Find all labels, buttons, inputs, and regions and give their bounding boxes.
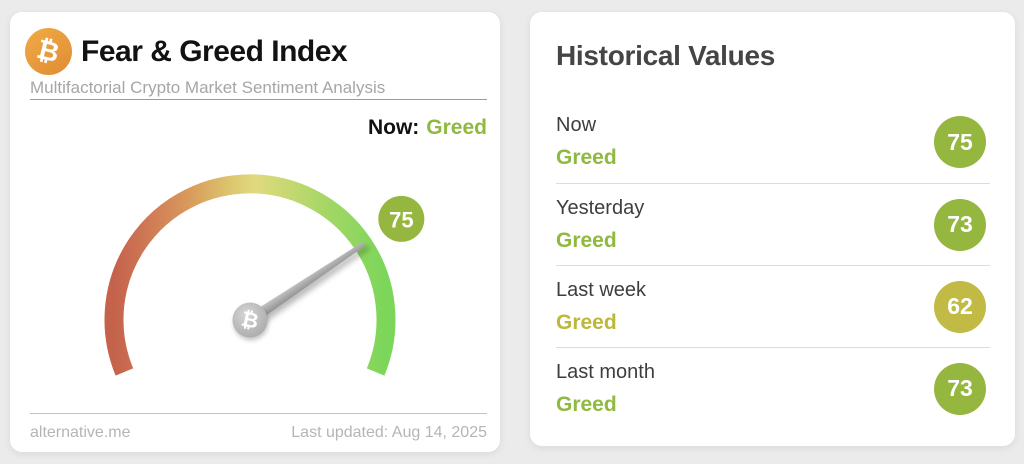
current-sentiment-line: Now: Greed [368, 116, 487, 140]
bitcoin-icon: ₿ [25, 28, 72, 75]
row-value-badge: 73 [934, 362, 986, 415]
gauge-hub [232, 302, 268, 338]
historical-rows: Now Greed 75 Yesterday Greed 73 Last wee… [556, 101, 990, 429]
fear-greed-gauge: ₿ 75 [104, 174, 425, 376]
bitcoin-glyph: ₿ [34, 33, 63, 70]
gauge-hub-bitcoin-icon: ₿ [239, 306, 261, 333]
card-header: ₿ Fear & Greed Index [25, 28, 348, 75]
table-row-yesterday: Yesterday Greed 73 [556, 183, 990, 265]
row-period-label: Last month [556, 360, 655, 383]
page-title: Fear & Greed Index [81, 34, 348, 68]
row-sentiment-label: Greed [556, 310, 617, 334]
now-sentiment-value: Greed [426, 116, 487, 139]
footer-divider [30, 413, 487, 414]
gauge-needle [246, 242, 366, 325]
historical-values-card: Historical Values Now Greed 75 Yesterday… [530, 12, 1015, 446]
row-period-label: Now [556, 114, 597, 136]
table-row-last-week: Last week Greed 62 [556, 265, 990, 347]
last-updated-text: Last updated: Aug 14, 2025 [291, 424, 487, 441]
row-period-label: Last week [556, 278, 647, 301]
table-row-last-month: Last month Greed 73 [556, 347, 990, 429]
alternative-me-link[interactable]: alternative.me [30, 424, 131, 441]
gauge-value-label: 75 [389, 207, 413, 232]
row-value-badge: 62 [934, 280, 986, 333]
row-sentiment-label: Greed [556, 146, 617, 169]
row-period-label: Yesterday [556, 196, 645, 219]
gauge-arc [104, 174, 396, 376]
row-value-badge: 73 [934, 198, 986, 251]
subtitle: Multifactorial Crypto Market Sentiment A… [30, 78, 386, 97]
now-label: Now: [367, 116, 420, 139]
row-sentiment-label: Greed [556, 392, 617, 416]
historical-values-title: Historical Values [556, 40, 776, 71]
gauge-value-badge: 75 [378, 195, 425, 242]
fear-greed-card: ₿ Fear & Greed Index Multifactorial Cryp… [10, 12, 500, 452]
header-divider [30, 99, 487, 100]
row-value-badge: 75 [934, 116, 986, 168]
row-sentiment-label: Greed [556, 228, 617, 252]
table-row-now: Now Greed 75 [556, 101, 990, 183]
